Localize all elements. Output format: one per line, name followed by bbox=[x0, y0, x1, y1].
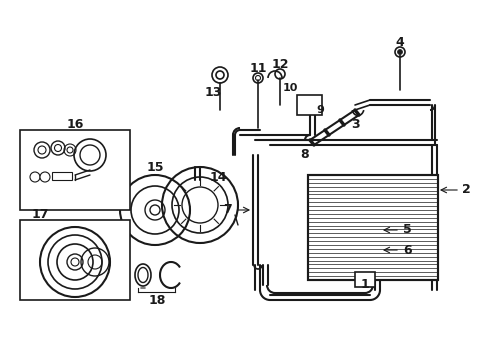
Text: 10: 10 bbox=[282, 83, 297, 93]
Text: 11: 11 bbox=[249, 62, 266, 75]
Bar bbox=[307, 175, 437, 280]
Text: 14: 14 bbox=[209, 171, 227, 184]
Text: 1: 1 bbox=[360, 279, 368, 292]
Text: 6: 6 bbox=[402, 243, 411, 256]
Text: 2: 2 bbox=[461, 184, 470, 197]
Text: 7: 7 bbox=[223, 203, 231, 216]
Text: 18: 18 bbox=[148, 293, 165, 306]
Circle shape bbox=[30, 172, 40, 182]
Text: 4: 4 bbox=[395, 36, 404, 49]
Text: 13: 13 bbox=[204, 85, 221, 99]
Text: 9: 9 bbox=[315, 105, 323, 115]
Bar bbox=[354, 272, 374, 287]
Bar bbox=[296, 95, 321, 115]
Bar bbox=[307, 175, 437, 280]
Circle shape bbox=[150, 205, 160, 215]
Text: 5: 5 bbox=[402, 224, 411, 237]
Text: 12: 12 bbox=[271, 58, 288, 72]
Text: 17: 17 bbox=[31, 208, 49, 221]
Text: 16: 16 bbox=[66, 118, 83, 131]
Text: 15: 15 bbox=[146, 162, 163, 175]
Text: 3: 3 bbox=[350, 118, 359, 131]
Bar bbox=[20, 130, 130, 210]
Circle shape bbox=[397, 49, 402, 54]
Bar bbox=[52, 172, 72, 180]
Circle shape bbox=[40, 172, 50, 182]
Bar bbox=[20, 220, 130, 300]
Text: 8: 8 bbox=[300, 148, 309, 162]
